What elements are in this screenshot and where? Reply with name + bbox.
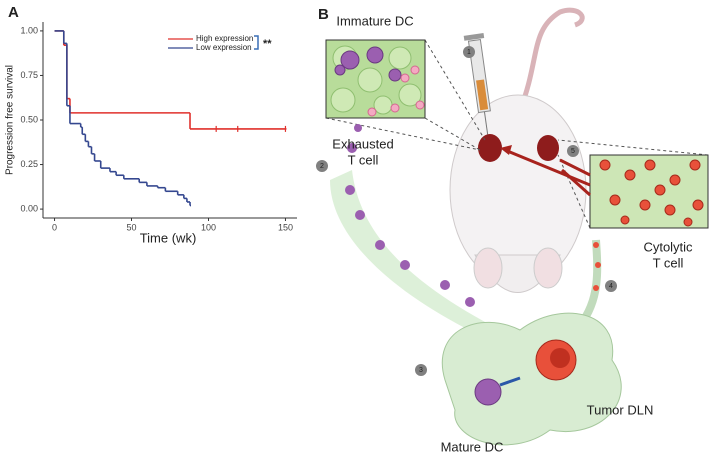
dendritic-cells — [334, 46, 402, 82]
legend-label: High expression — [196, 34, 253, 43]
panel-label: A — [8, 4, 19, 21]
tissue-cells — [330, 45, 422, 115]
step-number: 1 — [467, 49, 471, 56]
legend-label: Low expression — [196, 43, 252, 52]
tumor — [537, 135, 559, 161]
diagram-label: Cytolytic — [643, 239, 693, 254]
x-tick-label: 0 — [52, 222, 57, 232]
step-number: 2 — [320, 163, 324, 170]
y-axis-label: Progression free survival — [5, 65, 16, 175]
syringe — [463, 33, 491, 135]
diagram-label: T cell — [653, 255, 684, 270]
x-tick-label: 150 — [278, 222, 293, 232]
mature-dc — [474, 378, 502, 406]
x-axis-label: Time (wk) — [140, 230, 197, 245]
y-tick-label: 0.00 — [20, 203, 38, 213]
x-tick-label: 50 — [127, 222, 137, 232]
t-cell-nucleus — [550, 348, 570, 368]
lymph-node — [441, 312, 622, 446]
synapse — [499, 376, 521, 387]
mouse-ear — [533, 247, 563, 289]
annotation: ** — [263, 38, 272, 50]
y-tick-label: 0.75 — [20, 70, 38, 80]
diagram-label: Tumor DLN — [587, 402, 654, 417]
arrow-head — [500, 145, 512, 155]
migration-trail — [576, 239, 602, 328]
diagram-label: Exhausted — [332, 136, 393, 151]
panel-label: B — [318, 6, 329, 23]
step-number: 5 — [571, 148, 575, 155]
mouse-ear — [473, 247, 503, 289]
y-tick-label: 1.00 — [20, 25, 38, 35]
diagram-label: Immature DC — [336, 13, 413, 28]
cytolytic-t-cells — [599, 159, 704, 227]
y-tick-label: 0.50 — [20, 114, 38, 124]
step-markers — [316, 46, 617, 376]
tumor — [478, 134, 502, 162]
step-number: 3 — [419, 367, 423, 374]
diagram-label: Mature DC — [441, 439, 504, 454]
x-tick-label: 100 — [201, 222, 216, 232]
significance-bracket — [254, 35, 259, 50]
step-number: 4 — [609, 283, 613, 290]
exhausted-t-cells — [367, 65, 425, 117]
diagram: B — [316, 6, 709, 454]
diagram-label: T cell — [348, 152, 379, 167]
y-tick-label: 0.25 — [20, 159, 38, 169]
arrows — [504, 148, 591, 197]
mouse-tail — [517, 7, 585, 111]
guide-lines — [325, 39, 709, 229]
